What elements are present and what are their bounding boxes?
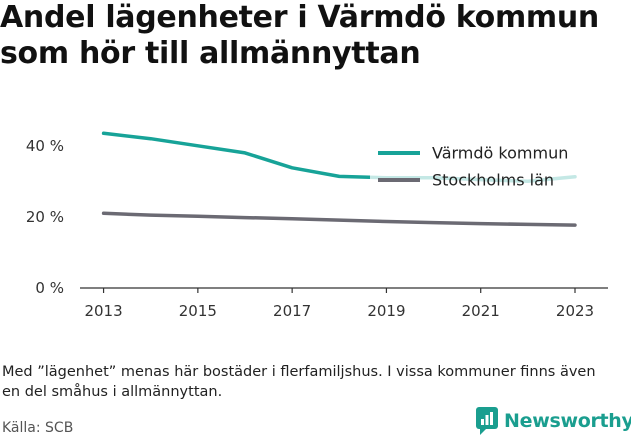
axis-layer: 0 % 20 % 40 % 2013 2015 2017 2019 2021 2023 bbox=[26, 137, 608, 320]
chart-title-line-1: Andel lägenheter i Värmdö kommun bbox=[0, 0, 599, 35]
y-tick-label: 0 % bbox=[35, 279, 64, 297]
legend-background bbox=[370, 140, 598, 192]
legend-label: Stockholms län bbox=[432, 171, 554, 190]
x-tick-label: 2019 bbox=[367, 302, 405, 320]
x-tick-label: 2013 bbox=[84, 302, 122, 320]
x-tick-label: 2021 bbox=[462, 302, 500, 320]
x-tick-label: 2015 bbox=[179, 302, 217, 320]
chart-title: Andel lägenheter i Värmdö kommun som hör… bbox=[0, 0, 625, 72]
chart-title-line-2: som hör till allmännyttan bbox=[0, 36, 421, 71]
source-label: Källa: SCB bbox=[2, 420, 74, 436]
y-tick-label: 20 % bbox=[26, 208, 64, 226]
legend-label: Värmdö kommun bbox=[432, 144, 568, 163]
x-tick-label: 2023 bbox=[556, 302, 594, 320]
chart-legend: Värmdö kommun Stockholms län bbox=[370, 140, 598, 192]
x-tick-label: 2017 bbox=[273, 302, 311, 320]
y-tick-label: 40 % bbox=[26, 137, 64, 155]
line-chart: 0 % 20 % 40 % 2013 2015 2017 2019 2021 2023 Värm… bbox=[26, 131, 608, 320]
brand-name: Newsworthy bbox=[504, 410, 631, 432]
brand-logo[interactable]: Newsworthy bbox=[476, 407, 631, 435]
newsworthy-logo-icon bbox=[476, 407, 498, 435]
footnote: Med ”lägenhet” menas här bostäder i fler… bbox=[2, 364, 596, 400]
series-line-stockholms-lan bbox=[101, 211, 577, 227]
